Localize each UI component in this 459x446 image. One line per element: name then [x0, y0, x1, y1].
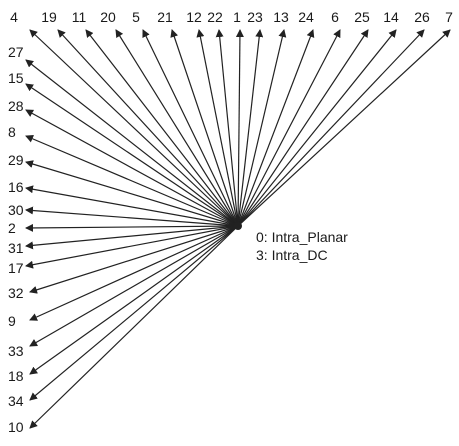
- mode-label-5: 5: [132, 9, 140, 25]
- arrow-mode-1: [235, 29, 244, 227]
- arrow-mode-8: [25, 135, 239, 227]
- mode-label-4: 4: [10, 9, 18, 25]
- arrow-mode-31: [25, 225, 239, 250]
- mode-label-32: 32: [8, 285, 24, 301]
- mode-label-27: 27: [8, 44, 24, 60]
- mode-label-14: 14: [383, 9, 399, 25]
- arrow-mode-17: [25, 225, 239, 269]
- arrow-mode-13: [237, 29, 287, 227]
- arrow-mode-9: [29, 225, 239, 321]
- arrow-mode-26: [237, 29, 425, 227]
- mode-label-33: 33: [8, 343, 24, 359]
- mode-label-12: 12: [186, 9, 202, 25]
- arrow-mode-21: [170, 29, 239, 227]
- arrow-mode-7: [237, 29, 451, 227]
- arrow-mode-34: [29, 225, 239, 401]
- mode-label-31: 31: [8, 240, 24, 256]
- mode-label-18: 18: [8, 368, 24, 384]
- legend-planar: 0: Intra_Planar: [256, 229, 348, 245]
- mode-label-25: 25: [354, 9, 370, 25]
- mode-label-7: 7: [445, 9, 453, 25]
- arrow-mode-16: [25, 185, 239, 227]
- mode-label-22: 22: [207, 9, 223, 25]
- arrow-mode-15: [25, 83, 239, 227]
- mode-label-1: 1: [233, 9, 241, 25]
- arrow-mode-10: [29, 225, 239, 429]
- arrow-mode-27: [25, 59, 239, 227]
- mode-label-26: 26: [414, 9, 430, 25]
- arrow-mode-11: [85, 29, 239, 227]
- arrow-mode-12: [196, 29, 239, 227]
- mode-label-2: 2: [8, 220, 16, 236]
- mode-label-21: 21: [157, 9, 173, 25]
- arrow-mode-33: [29, 225, 239, 347]
- mode-label-29: 29: [8, 152, 24, 168]
- mode-label-20: 20: [100, 9, 116, 25]
- mode-label-19: 19: [41, 9, 57, 25]
- arrow-mode-18: [29, 225, 239, 375]
- mode-label-28: 28: [8, 98, 24, 114]
- arrow-mode-32: [29, 225, 239, 294]
- mode-label-15: 15: [8, 70, 24, 86]
- arrows-group: [25, 29, 451, 429]
- arrow-mode-30: [25, 206, 239, 227]
- arrow-mode-14: [237, 29, 397, 227]
- arrow-mode-20: [115, 29, 239, 227]
- arrow-mode-6: [237, 29, 341, 227]
- mode-label-13: 13: [273, 9, 289, 25]
- arrow-mode-22: [215, 29, 239, 227]
- mode-label-30: 30: [8, 202, 24, 218]
- mode-label-23: 23: [247, 9, 263, 25]
- mode-label-11: 11: [72, 9, 87, 25]
- mode-label-34: 34: [8, 393, 24, 409]
- mode-label-6: 6: [331, 9, 339, 25]
- arrow-mode-2: [25, 223, 239, 232]
- arrow-mode-29: [25, 160, 239, 227]
- mode-label-9: 9: [8, 313, 16, 329]
- mode-label-24: 24: [298, 9, 314, 25]
- mode-label-17: 17: [8, 260, 24, 276]
- mode-label-16: 16: [8, 179, 24, 195]
- arrow-mode-28: [25, 109, 239, 227]
- arrow-mode-24: [237, 29, 315, 227]
- mode-label-10: 10: [8, 419, 24, 435]
- mode-labels-group: 4 19 11 20 5 21 12 22 1 23 13 24 6 25 14 26 727152882916…: [8, 9, 453, 435]
- arrow-mode-4: [29, 29, 239, 227]
- arrow-mode-19: [57, 29, 239, 227]
- arrow-mode-25: [237, 29, 369, 227]
- mode-label-8: 8: [8, 124, 16, 140]
- arrow-mode-5: [142, 29, 239, 227]
- arrow-mode-23: [237, 29, 264, 227]
- legend-dc: 3: Intra_DC: [256, 247, 328, 263]
- origin-point: [234, 222, 242, 230]
